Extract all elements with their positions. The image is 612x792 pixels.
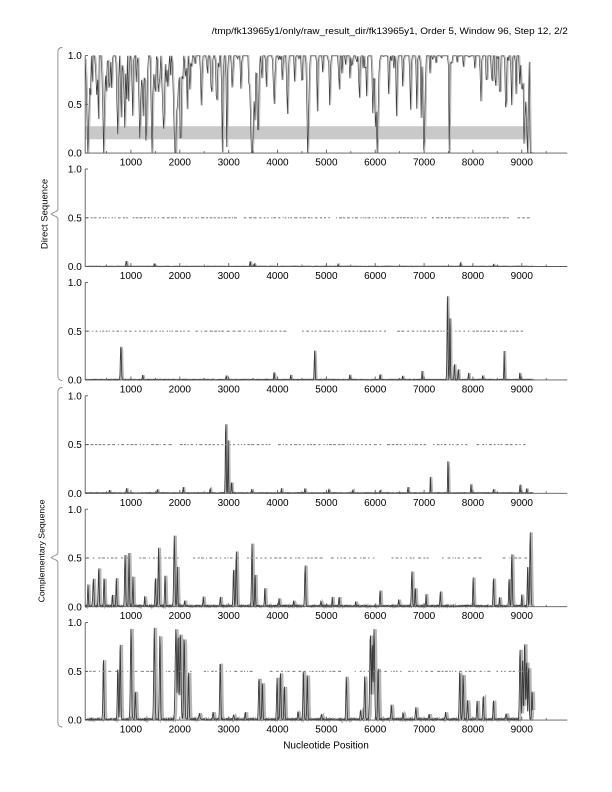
svg-text:4000: 4000 <box>266 271 289 282</box>
svg-text:1.0: 1.0 <box>68 278 82 289</box>
svg-text:4000: 4000 <box>266 384 289 395</box>
svg-text:0.0: 0.0 <box>68 602 82 613</box>
svg-text:4000: 4000 <box>266 498 289 509</box>
svg-text:0.5: 0.5 <box>68 554 82 565</box>
svg-text:2000: 2000 <box>169 271 192 282</box>
svg-text:7000: 7000 <box>413 271 436 282</box>
svg-text:2000: 2000 <box>169 611 192 622</box>
svg-text:5000: 5000 <box>315 611 338 622</box>
svg-text:6000: 6000 <box>364 384 387 395</box>
svg-text:8000: 8000 <box>462 725 485 736</box>
svg-text:Direct Sequence: Direct Sequence <box>40 179 51 249</box>
svg-text:9000: 9000 <box>511 158 534 169</box>
svg-text:7000: 7000 <box>413 158 436 169</box>
svg-text:0.5: 0.5 <box>68 667 82 678</box>
svg-text:Nucleotide Position: Nucleotide Position <box>283 741 369 752</box>
svg-text:5000: 5000 <box>315 498 338 509</box>
svg-text:0.0: 0.0 <box>68 262 82 273</box>
svg-text:6000: 6000 <box>364 271 387 282</box>
svg-text:2000: 2000 <box>169 384 192 395</box>
svg-text:6000: 6000 <box>364 498 387 509</box>
svg-text:9000: 9000 <box>511 384 534 395</box>
svg-text:2000: 2000 <box>169 158 192 169</box>
svg-text:1.0: 1.0 <box>68 391 82 402</box>
svg-text:1.0: 1.0 <box>68 505 82 516</box>
svg-text:1.0: 1.0 <box>68 51 82 62</box>
svg-text:1.0: 1.0 <box>68 165 82 176</box>
svg-text:/tmp/fk13965y1/only/raw_result: /tmp/fk13965y1/only/raw_result_dir/fk139… <box>212 26 568 36</box>
svg-text:6000: 6000 <box>364 725 387 736</box>
svg-text:0.0: 0.0 <box>68 149 82 160</box>
svg-text:1000: 1000 <box>120 725 143 736</box>
svg-text:3000: 3000 <box>218 725 241 736</box>
svg-text:0.5: 0.5 <box>68 213 82 224</box>
svg-text:9000: 9000 <box>511 725 534 736</box>
svg-text:1000: 1000 <box>120 498 143 509</box>
svg-text:1000: 1000 <box>120 611 143 622</box>
svg-text:2000: 2000 <box>169 498 192 509</box>
svg-text:7000: 7000 <box>413 384 436 395</box>
svg-text:8000: 8000 <box>462 498 485 509</box>
svg-text:3000: 3000 <box>218 498 241 509</box>
svg-text:1.0: 1.0 <box>68 618 82 629</box>
svg-text:1000: 1000 <box>120 271 143 282</box>
svg-text:1000: 1000 <box>120 158 143 169</box>
svg-text:5000: 5000 <box>315 271 338 282</box>
svg-text:3000: 3000 <box>218 271 241 282</box>
svg-text:0.0: 0.0 <box>68 489 82 500</box>
svg-text:4000: 4000 <box>266 725 289 736</box>
svg-text:0.0: 0.0 <box>68 376 82 387</box>
svg-text:6000: 6000 <box>364 611 387 622</box>
svg-text:1000: 1000 <box>120 384 143 395</box>
svg-text:8000: 8000 <box>462 611 485 622</box>
svg-text:Complementary Sequence: Complementary Sequence <box>37 499 47 602</box>
svg-text:5000: 5000 <box>315 725 338 736</box>
svg-text:7000: 7000 <box>413 725 436 736</box>
svg-text:8000: 8000 <box>462 271 485 282</box>
svg-text:7000: 7000 <box>413 611 436 622</box>
svg-text:5000: 5000 <box>315 158 338 169</box>
svg-text:0.5: 0.5 <box>68 327 82 338</box>
svg-text:8000: 8000 <box>462 384 485 395</box>
svg-text:5000: 5000 <box>315 384 338 395</box>
svg-text:9000: 9000 <box>511 271 534 282</box>
svg-text:8000: 8000 <box>462 158 485 169</box>
svg-text:7000: 7000 <box>413 498 436 509</box>
svg-text:0.5: 0.5 <box>68 100 82 111</box>
svg-text:0.0: 0.0 <box>68 716 82 727</box>
svg-text:3000: 3000 <box>218 158 241 169</box>
svg-text:0.5: 0.5 <box>68 440 82 451</box>
svg-text:6000: 6000 <box>364 158 387 169</box>
svg-text:9000: 9000 <box>511 611 534 622</box>
svg-text:4000: 4000 <box>266 158 289 169</box>
svg-text:4000: 4000 <box>266 611 289 622</box>
svg-text:3000: 3000 <box>218 384 241 395</box>
svg-text:3000: 3000 <box>218 611 241 622</box>
svg-text:2000: 2000 <box>169 725 192 736</box>
svg-text:9000: 9000 <box>511 498 534 509</box>
